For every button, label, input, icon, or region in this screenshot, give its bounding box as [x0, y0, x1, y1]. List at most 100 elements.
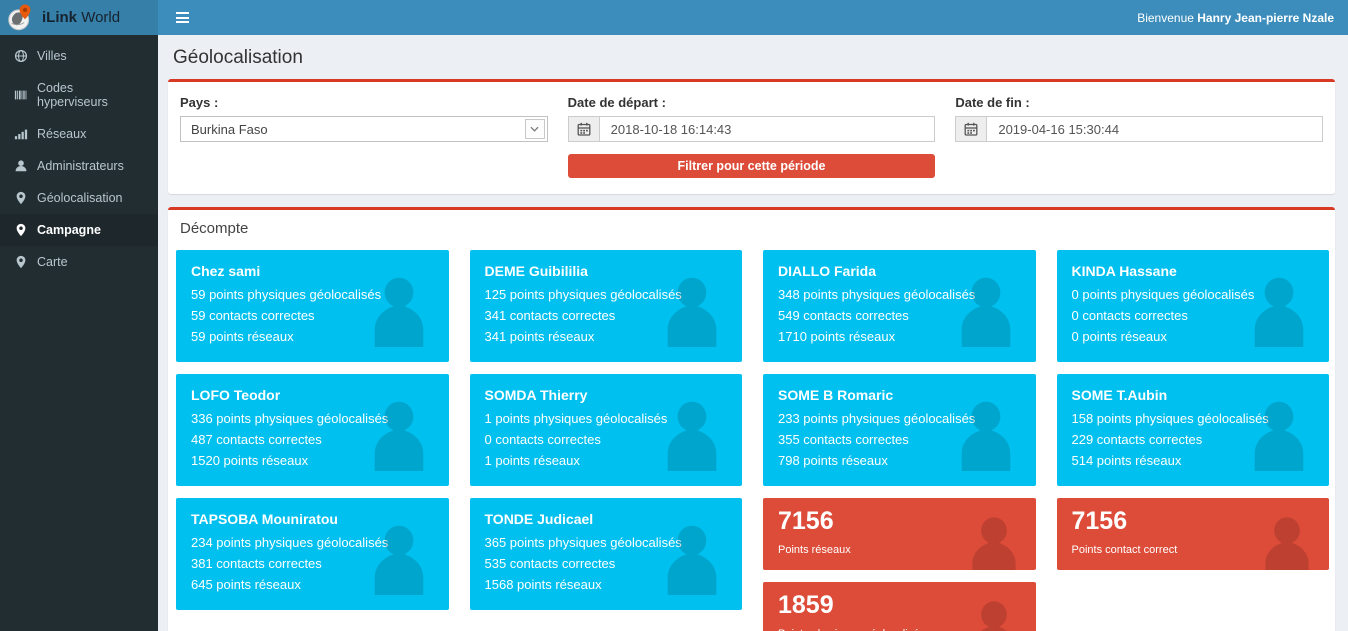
agent-points-reseaux: 59 points réseaux	[191, 329, 294, 344]
calendar-icon[interactable]	[955, 116, 988, 142]
main-area: Bienvenue Hanry Jean-pierre Nzale Géoloc…	[158, 0, 1348, 631]
agent-points-reseaux: 798 points réseaux	[778, 453, 888, 468]
globe-pin-logo-icon	[8, 4, 31, 30]
agent-card: LOFO Teodor 336 points physiques géoloca…	[176, 374, 449, 486]
agent-name: DIALLO Farida	[778, 263, 877, 279]
sidebar-item-campagne[interactable]: Campagne	[0, 214, 158, 246]
agent-points-geo: 158 points physiques géolocalisés	[1071, 411, 1269, 426]
agent-points-reseaux: 1520 points réseaux	[191, 453, 309, 468]
agent-card: TONDE Judicael 365 points physiques géol…	[469, 498, 742, 610]
agent-name: LOFO Teodor	[191, 387, 281, 403]
agent-name: TAPSOBA Mouniratou	[191, 511, 338, 527]
total-label: Points physiques géolocalisés	[778, 628, 1021, 631]
date-start-input-group: 2018-10-18 16:14:43	[567, 116, 936, 142]
agent-name: SOME T.Aubin	[1071, 387, 1168, 403]
chevron-down-icon[interactable]	[524, 119, 545, 139]
country-label: Pays :	[180, 95, 219, 110]
sidebar-item-codes-hyperviseurs[interactable]: Codes hyperviseurs	[0, 72, 158, 118]
total-value: 7156	[1071, 507, 1128, 535]
agent-points-reseaux: 1710 points réseaux	[778, 329, 896, 344]
agent-name: DEME Guibililia	[484, 263, 588, 279]
agent-points-geo: 365 points physiques géolocalisés	[484, 535, 682, 550]
total-value: 7156	[778, 507, 834, 535]
menu-icon	[176, 21, 189, 23]
brand-title: iLink World	[42, 9, 120, 26]
sidebar-item-geolocalisation[interactable]: Géolocalisation	[0, 182, 158, 214]
agent-name: SOMDA Thierry	[484, 387, 588, 403]
date-end-input-group: 2019-04-16 15:30:44	[955, 116, 1324, 142]
agent-card: SOME T.Aubin 158 points physiques géoloc…	[1056, 374, 1329, 486]
content-area: Géolocalisation Pays : Burkina Faso	[158, 35, 1348, 631]
sidebar-item-label: Villes	[37, 49, 67, 63]
agent-points-reseaux: 1568 points réseaux	[484, 577, 602, 592]
date-start-input[interactable]: 2018-10-18 16:14:43	[599, 116, 936, 142]
person-icon	[1265, 517, 1309, 570]
person-icon	[1254, 277, 1304, 347]
agent-contacts: 229 contacts correctes	[1071, 432, 1203, 447]
agent-points-geo: 233 points physiques géolocalisés	[778, 411, 976, 426]
sidebar-item-carte[interactable]: Carte	[0, 246, 158, 278]
date-end-label: Date de fin :	[955, 95, 1030, 110]
agent-points-reseaux: 1 points réseaux	[484, 453, 580, 468]
sidebar-item-administrateurs[interactable]: Administrateurs	[0, 150, 158, 182]
agent-points-geo: 234 points physiques géolocalisés	[191, 535, 389, 550]
welcome-text: Bienvenue Hanry Jean-pierre Nzale	[1137, 11, 1334, 25]
agent-contacts: 535 contacts correctes	[484, 556, 616, 571]
calendar-icon[interactable]	[567, 116, 600, 142]
date-start-label: Date de départ :	[567, 95, 666, 110]
sidebar-item-label: Géolocalisation	[37, 191, 123, 205]
globe-icon	[14, 49, 28, 63]
date-end-input[interactable]: 2019-04-16 15:30:44	[987, 116, 1324, 142]
sidebar-item-label: Réseaux	[37, 127, 87, 141]
person-icon	[374, 525, 423, 595]
sidebar-nav: Villes Codes hyperviseurs	[0, 40, 158, 278]
agent-points-geo: 336 points physiques géolocalisés	[191, 411, 389, 426]
cards-column: DEME Guibililia 125 points physiques géo…	[469, 250, 742, 631]
country-select-value: Burkina Faso	[191, 121, 268, 137]
agent-contacts: 341 contacts correctes	[484, 308, 616, 323]
sidebar-item-reseaux[interactable]: Réseaux	[0, 118, 158, 150]
sidebar-item-villes[interactable]: Villes	[0, 40, 158, 72]
agent-contacts: 381 contacts correctes	[191, 556, 322, 571]
agent-points-geo: 1 points physiques géolocalisés	[484, 411, 668, 426]
agent-name: Chez sami	[191, 263, 261, 279]
sidebar-item-label: Codes hyperviseurs	[37, 81, 108, 109]
agent-card: KINDA Hassane 0 points physiques géoloca…	[1056, 250, 1329, 362]
sidebar-toggle-button[interactable]	[172, 6, 193, 29]
country-select[interactable]: Burkina Faso	[180, 116, 548, 142]
person-icon	[667, 401, 717, 471]
signal-icon	[14, 129, 28, 140]
total-card-points-reseaux: 7156 Points réseaux	[763, 498, 1036, 570]
agent-contacts: 549 contacts correctes	[778, 308, 909, 323]
sidebar-item-label: Carte	[37, 255, 68, 269]
brand-title-bold: iLink	[42, 9, 78, 26]
cards-column: Chez sami 59 points physiques géolocalis…	[176, 250, 449, 631]
map-marker-icon	[16, 191, 26, 205]
welcome-prefix: Bienvenue	[1137, 10, 1194, 25]
menu-icon	[176, 16, 189, 19]
cards-column: DIALLO Farida 348 points physiques géolo…	[763, 250, 1036, 631]
agent-points-geo: 0 points physiques géolocalisés	[1071, 287, 1255, 302]
map-marker-icon	[16, 223, 26, 237]
brand-logo[interactable]: iLink World	[0, 0, 158, 35]
decompte-title: Décompte	[180, 220, 249, 237]
welcome-username: Hanry Jean-pierre Nzale	[1197, 10, 1334, 25]
agent-card: DIALLO Farida 348 points physiques géolo…	[763, 250, 1036, 362]
agent-points-reseaux: 341 points réseaux	[484, 329, 595, 344]
filter-panel: Pays : Burkina Faso Date de départ :	[168, 79, 1335, 194]
filter-period-button[interactable]: Filtrer pour cette période	[567, 154, 936, 178]
brand-title-light: World	[81, 9, 121, 26]
person-icon	[961, 277, 1010, 347]
top-navbar: Bienvenue Hanry Jean-pierre Nzale	[158, 0, 1348, 35]
agent-contacts: 59 contacts correctes	[191, 308, 315, 323]
map-marker-icon	[16, 255, 26, 269]
date-start-field-group: Date de départ : 2018-10-18 16:14:43 Fil…	[567, 95, 936, 178]
total-value: 1859	[778, 591, 834, 619]
barcode-icon	[14, 90, 27, 100]
agent-name: SOME B Romaric	[778, 387, 894, 403]
decompte-cards-grid: Chez sami 59 points physiques géolocalis…	[168, 246, 1335, 631]
sidebar-item-label: Administrateurs	[37, 159, 124, 173]
agent-points-reseaux: 514 points réseaux	[1071, 453, 1182, 468]
agent-points-geo: 348 points physiques géolocalisés	[778, 287, 976, 302]
decompte-panel: Décompte Chez sami 59 points physiques g…	[168, 207, 1335, 631]
